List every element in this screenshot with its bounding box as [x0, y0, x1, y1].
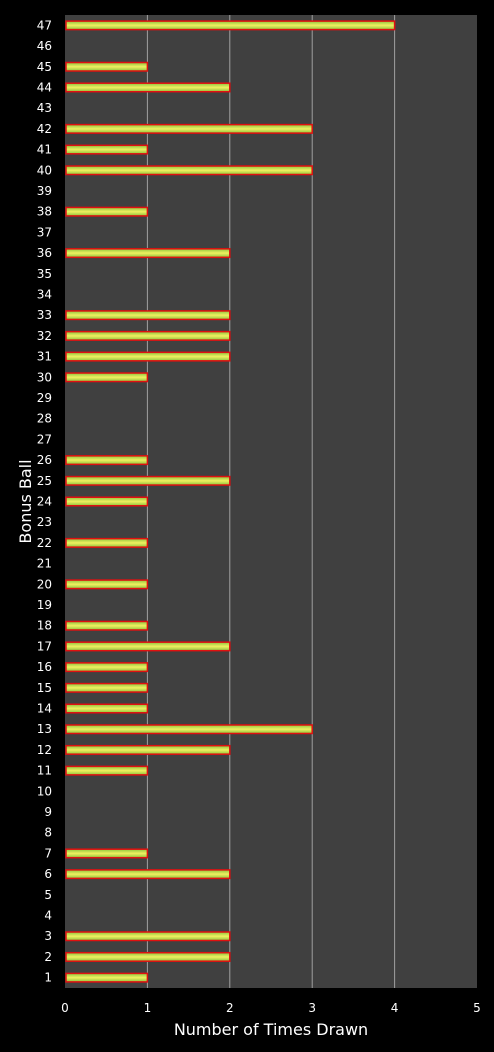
bar-ball-14 [65, 703, 149, 714]
bar-ball-45 [65, 61, 149, 72]
bar-ball-44 [65, 82, 231, 93]
x-tick-label: 1 [144, 1001, 152, 1015]
y-tick-label: 19 [37, 598, 52, 612]
y-tick-label: 39 [37, 184, 52, 198]
y-tick-label: 9 [44, 805, 52, 819]
y-tick-label: 34 [37, 287, 52, 301]
x-tick-label: 0 [61, 1001, 69, 1015]
y-tick-label: 27 [37, 432, 52, 446]
y-tick-label: 18 [37, 619, 52, 633]
bar-ball-6 [65, 869, 231, 880]
y-tick-label: 6 [44, 867, 52, 881]
y-tick-label: 45 [37, 60, 52, 74]
y-tick-label: 1 [44, 971, 52, 985]
y-tick-label: 38 [37, 205, 52, 219]
bar-ball-17 [65, 641, 231, 652]
bar-ball-47 [65, 20, 396, 31]
y-tick-label: 11 [37, 764, 52, 778]
y-axis-title: Bonus Ball [16, 459, 35, 543]
bar-ball-1 [65, 972, 149, 983]
y-tick-label: 31 [37, 350, 52, 364]
x-axis-title: Number of Times Drawn [174, 1020, 368, 1039]
bar-ball-32 [65, 330, 231, 341]
bar-ball-20 [65, 579, 149, 590]
bar-ball-30 [65, 372, 149, 383]
y-tick-label: 41 [37, 143, 52, 157]
bar-ball-42 [65, 123, 313, 134]
y-tick-label: 42 [37, 122, 52, 136]
y-tick-label: 25 [37, 474, 52, 488]
bars [65, 20, 396, 983]
y-tick-label: 20 [37, 577, 52, 591]
bar-ball-12 [65, 744, 231, 755]
y-tick-label: 3 [44, 929, 52, 943]
x-tick-label: 5 [473, 1001, 481, 1015]
bar-ball-22 [65, 537, 149, 548]
x-tick-labels: 0 1 2 3 4 5 [61, 1001, 481, 1015]
gridlines [146, 15, 396, 988]
y-tick-label: 2 [44, 950, 52, 964]
y-tick-label: 28 [37, 412, 52, 426]
y-tick-label: 15 [37, 681, 52, 695]
y-tick-label: 10 [37, 784, 52, 798]
y-tick-label: 12 [37, 743, 52, 757]
x-tick-label: 3 [308, 1001, 316, 1015]
bar-ball-26 [65, 455, 149, 466]
bar-ball-33 [65, 310, 231, 321]
y-tick-label: 43 [37, 101, 52, 115]
bar-ball-41 [65, 144, 149, 155]
bar-ball-36 [65, 248, 231, 259]
y-tick-label: 33 [37, 308, 52, 322]
bar-ball-16 [65, 662, 149, 673]
y-tick-label: 26 [37, 453, 52, 467]
y-tick-label: 4 [44, 909, 52, 923]
y-tick-label: 29 [37, 391, 52, 405]
y-tick-label: 17 [37, 639, 52, 653]
y-tick-label: 23 [37, 515, 52, 529]
y-tick-label: 36 [37, 246, 52, 260]
y-tick-label: 40 [37, 163, 52, 177]
bar-ball-18 [65, 620, 149, 631]
bar-ball-25 [65, 475, 231, 486]
y-tick-label: 30 [37, 370, 52, 384]
y-tick-label: 8 [44, 826, 52, 840]
x-tick-label: 2 [226, 1001, 234, 1015]
y-tick-label: 7 [44, 846, 52, 860]
x-tick-label: 4 [391, 1001, 399, 1015]
y-tick-label: 5 [44, 888, 52, 902]
y-tick-label: 24 [37, 495, 52, 509]
y-tick-label: 14 [37, 702, 52, 716]
y-tick-label: 16 [37, 660, 52, 674]
y-tick-label: 35 [37, 267, 52, 281]
y-tick-label: 44 [37, 80, 52, 94]
bar-ball-2 [65, 951, 231, 962]
y-tick-label: 21 [37, 557, 52, 571]
bar-ball-7 [65, 848, 149, 859]
bar-ball-31 [65, 351, 231, 362]
y-tick-label: 47 [37, 18, 52, 32]
bar-ball-11 [65, 765, 149, 776]
y-tick-label: 46 [37, 39, 52, 53]
bar-ball-40 [65, 165, 313, 176]
bar-ball-24 [65, 496, 149, 507]
y-tick-label: 37 [37, 225, 52, 239]
bar-ball-38 [65, 206, 149, 217]
y-tick-label: 13 [37, 722, 52, 736]
bar-ball-3 [65, 931, 231, 942]
bar-ball-13 [65, 724, 313, 735]
bar-ball-15 [65, 682, 149, 693]
y-tick-label: 22 [37, 536, 52, 550]
y-tick-label: 32 [37, 329, 52, 343]
y-tick-labels: 1234567891011121314151617181920212223242… [37, 18, 52, 984]
